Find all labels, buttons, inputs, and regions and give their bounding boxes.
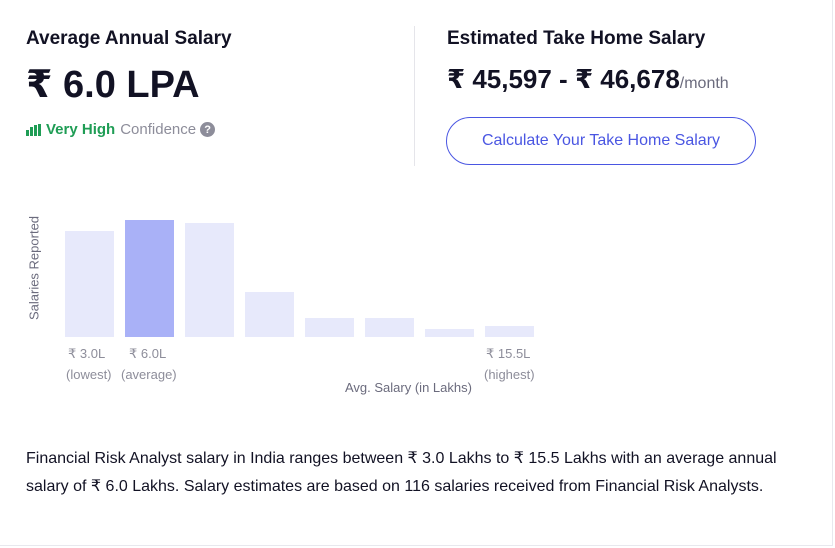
histogram-bar <box>485 326 534 337</box>
average-salary-title: Average Annual Salary <box>26 28 232 49</box>
histogram-bar <box>425 329 474 337</box>
tick-lowest-note: (lowest) <box>66 367 112 382</box>
take-home-title: Estimated Take Home Salary <box>447 28 706 49</box>
histogram-bar <box>365 318 414 337</box>
average-salary-value: ₹ 6.0 LPA <box>26 64 200 106</box>
help-icon[interactable]: ? <box>200 122 216 137</box>
section-divider <box>414 26 415 166</box>
signal-bars-icon <box>26 123 41 136</box>
tick-highest-note: (highest) <box>484 367 535 382</box>
histogram-bar <box>185 223 234 337</box>
confidence-indicator: Very High Confidence ? <box>26 121 216 138</box>
histogram-bar <box>125 220 174 337</box>
salary-summary-text: Financial Risk Analyst salary in India r… <box>26 450 777 495</box>
confidence-label: Confidence <box>120 121 197 138</box>
tick-average-value: ₹ 6.0L <box>129 346 167 361</box>
take-home-range: ₹ 45,597 - ₹ 46,678/month <box>447 64 729 95</box>
histogram-bar <box>65 231 114 337</box>
histogram-bar <box>305 318 354 337</box>
tick-highest-value: ₹ 15.5L <box>486 346 531 361</box>
confidence-level: Very High <box>46 121 116 138</box>
tick-average-note: (average) <box>121 367 177 382</box>
take-home-value: ₹ 45,597 - ₹ 46,678 <box>447 64 680 94</box>
calculate-take-home-button[interactable]: Calculate Your Take Home Salary <box>446 117 756 165</box>
take-home-unit: /month <box>679 75 729 92</box>
histogram-bar <box>245 292 294 337</box>
tick-lowest-value: ₹ 3.0L <box>68 346 106 361</box>
chart-x-axis-label: Avg. Salary (in Lakhs) <box>345 380 472 395</box>
chart-y-axis-label: Salaries Reported <box>26 215 42 321</box>
